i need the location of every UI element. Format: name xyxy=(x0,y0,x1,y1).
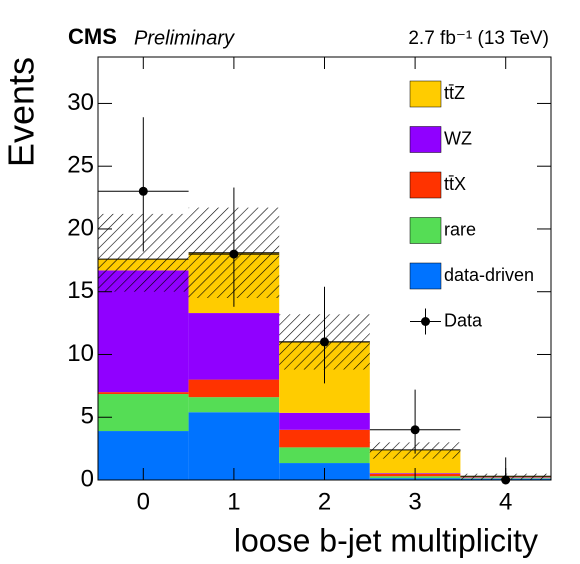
legend-swatch xyxy=(409,80,442,108)
legend-swatch xyxy=(409,126,442,153)
legend-label: tt̄X xyxy=(444,174,466,194)
legend-label: data-driven xyxy=(444,265,534,285)
subtitle: Preliminary xyxy=(134,27,235,49)
legend-data-marker xyxy=(421,317,430,326)
data-point xyxy=(320,337,329,347)
legend-label: rare xyxy=(444,219,476,239)
x-axis-title: loose b-jet multiplicity xyxy=(234,522,538,558)
bar-segment xyxy=(279,412,370,430)
legend-label: Data xyxy=(444,310,483,330)
data-point xyxy=(138,186,148,196)
bar-segment xyxy=(188,397,280,413)
y-tick-label: 20 xyxy=(67,214,94,241)
legend-swatch xyxy=(409,217,442,244)
x-tick-label: 4 xyxy=(499,488,512,515)
y-tick-label: 0 xyxy=(81,465,94,492)
x-tick-label: 1 xyxy=(227,488,240,515)
experiment: CMS xyxy=(68,24,117,49)
x-tick-label: 0 xyxy=(137,488,150,515)
y-tick-label: 5 xyxy=(81,403,94,430)
x-tick-label: 3 xyxy=(408,488,421,515)
bar-segment xyxy=(188,313,280,380)
y-tick-label: 10 xyxy=(67,340,94,367)
y-tick-label: 25 xyxy=(67,152,94,179)
legend-label: WZ xyxy=(444,128,472,148)
bar-segment xyxy=(279,429,370,448)
legend-swatch xyxy=(409,171,442,199)
bar-segment xyxy=(98,392,189,395)
legend-label: tt̄Z xyxy=(444,83,465,103)
data-point xyxy=(229,249,239,259)
x-tick-label: 2 xyxy=(318,488,331,515)
data-point xyxy=(410,425,420,435)
bar-segment xyxy=(98,394,189,432)
y-tick-label: 15 xyxy=(67,277,94,304)
lumi: 2.7 fb⁻¹ (13 TeV) xyxy=(408,28,549,49)
bar-segment xyxy=(279,447,370,464)
y-tick-label: 30 xyxy=(67,89,94,116)
legend-swatch xyxy=(409,262,442,290)
y-axis-title: Events xyxy=(1,57,42,167)
bar-segment xyxy=(188,379,280,398)
